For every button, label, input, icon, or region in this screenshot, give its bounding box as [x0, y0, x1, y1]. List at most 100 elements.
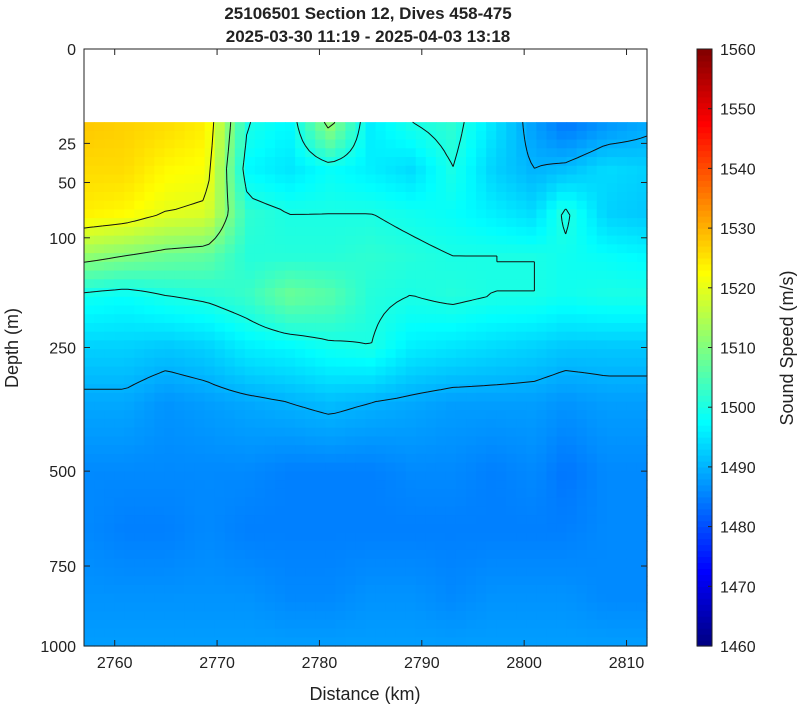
- heatmap-cell: [295, 226, 306, 237]
- heatmap-cell: [466, 418, 477, 429]
- heatmap-cell: [586, 549, 598, 560]
- heatmap-cell: [164, 558, 176, 569]
- colorbar-segment: [697, 544, 712, 552]
- heatmap-cell: [425, 200, 437, 211]
- heatmap-cell: [355, 244, 367, 254]
- heatmap-cell: [345, 384, 357, 394]
- heatmap-cell: [114, 384, 125, 394]
- heatmap-cell: [616, 619, 628, 630]
- heatmap-cell: [486, 410, 497, 420]
- heatmap-cell: [476, 392, 487, 403]
- heatmap-cell: [264, 392, 276, 403]
- heatmap-cell: [305, 392, 316, 403]
- heatmap-cell: [335, 445, 346, 455]
- heatmap-cell: [616, 288, 628, 298]
- heatmap-cell: [254, 558, 266, 569]
- heatmap-cell: [224, 375, 236, 385]
- heatmap-cell: [435, 497, 447, 507]
- heatmap-cell: [606, 261, 618, 272]
- heatmap-cell: [626, 200, 638, 211]
- heatmap-cell: [445, 384, 457, 394]
- heatmap-cell: [295, 532, 306, 542]
- heatmap-cell: [124, 576, 135, 586]
- heatmap-cell: [285, 157, 296, 167]
- heatmap-cell: [84, 445, 95, 455]
- heatmap-cell: [335, 506, 346, 516]
- heatmap-cell: [154, 305, 166, 315]
- heatmap-cell: [234, 357, 246, 368]
- heatmap-cell: [84, 261, 95, 272]
- heatmap-cell: [224, 314, 236, 324]
- heatmap-cell: [295, 165, 306, 176]
- heatmap-cell: [214, 296, 226, 307]
- heatmap-cell: [435, 523, 447, 534]
- heatmap-cell: [204, 253, 216, 263]
- heatmap-cell: [244, 384, 256, 394]
- heatmap-cell: [164, 357, 176, 368]
- heatmap-cell: [84, 174, 95, 184]
- colorbar-segment: [697, 413, 712, 420]
- colorbar-segment: [697, 586, 712, 593]
- heatmap-cell: [425, 357, 437, 368]
- heatmap-cell: [275, 322, 286, 333]
- heatmap-cell: [244, 549, 256, 560]
- heatmap-cell: [415, 174, 427, 184]
- heatmap-cell: [184, 401, 196, 411]
- heatmap-cell: [204, 357, 216, 368]
- heatmap-cell: [224, 165, 236, 176]
- heatmap-cell: [526, 157, 538, 167]
- heatmap-cell: [576, 453, 588, 464]
- heatmap-cell: [134, 436, 145, 446]
- heatmap-cell: [566, 218, 578, 228]
- heatmap-cell: [576, 288, 588, 298]
- heatmap-cell: [496, 174, 507, 184]
- heatmap-cell: [154, 226, 166, 237]
- heatmap-cell: [486, 401, 497, 411]
- heatmap-cell: [496, 253, 507, 263]
- heatmap-cell: [455, 488, 467, 499]
- heatmap-cell: [466, 471, 477, 481]
- heatmap-cell: [134, 558, 145, 569]
- heatmap-cell: [204, 523, 216, 534]
- heatmap-cell: [526, 628, 538, 638]
- heatmap-cell: [566, 305, 578, 315]
- heatmap-cell: [536, 314, 548, 324]
- heatmap-cell: [405, 209, 417, 219]
- colorbar-segment: [697, 138, 712, 146]
- heatmap-cell: [576, 567, 588, 577]
- heatmap-cell: [365, 296, 377, 307]
- heatmap-cell: [486, 497, 497, 507]
- heatmap-cell: [506, 392, 517, 403]
- heatmap-cell: [244, 314, 256, 324]
- heatmap-cell: [104, 611, 115, 621]
- heatmap-cell: [486, 226, 497, 237]
- heatmap-cell: [104, 436, 115, 446]
- heatmap-cell: [466, 619, 477, 630]
- heatmap-cell: [455, 261, 467, 272]
- heatmap-cell: [335, 453, 346, 464]
- heatmap-cell: [626, 549, 638, 560]
- heatmap-cell: [576, 366, 588, 376]
- heatmap-cell: [496, 357, 507, 368]
- heatmap-cell: [124, 279, 135, 289]
- heatmap-cell: [275, 453, 286, 464]
- heatmap-cell: [486, 462, 497, 472]
- heatmap-cell: [415, 191, 427, 202]
- heatmap-cell: [596, 357, 608, 368]
- heatmap-cell: [626, 349, 638, 359]
- heatmap-cell: [365, 200, 377, 211]
- heatmap-cell: [466, 200, 477, 211]
- heatmap-cell: [84, 226, 95, 237]
- heatmap-cell: [405, 549, 417, 560]
- heatmap-cell: [134, 183, 145, 193]
- heatmap-cell: [325, 401, 336, 411]
- heatmap-cell: [174, 515, 186, 525]
- heatmap-cell: [295, 480, 306, 490]
- heatmap-cell: [606, 497, 618, 507]
- heatmap-cell: [244, 453, 256, 464]
- heatmap-cell: [355, 488, 367, 499]
- heatmap-cell: [626, 619, 638, 630]
- heatmap-cell: [476, 183, 487, 193]
- heatmap-cell: [244, 497, 256, 507]
- heatmap-cell: [486, 130, 497, 141]
